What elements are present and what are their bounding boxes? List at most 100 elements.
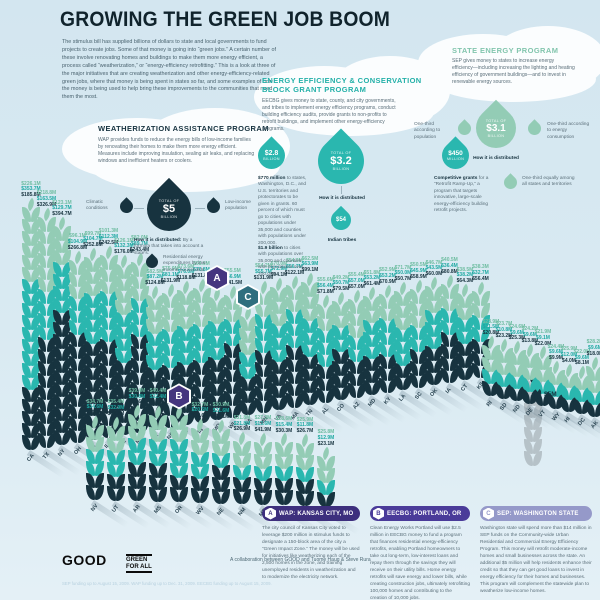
leaf-pair bbox=[456, 329, 474, 344]
value-label: $25.9M bbox=[560, 346, 578, 353]
leaf-pair bbox=[208, 333, 226, 348]
value-label: $25.9M bbox=[296, 416, 314, 423]
leaf-pair bbox=[363, 356, 381, 371]
leaf-pair bbox=[86, 449, 104, 464]
leaf-pair bbox=[115, 288, 133, 303]
leaf-pair bbox=[270, 395, 288, 410]
leaf-pair bbox=[317, 479, 335, 495]
leaf-pair bbox=[37, 228, 56, 244]
value-label: $124.8M bbox=[145, 280, 165, 287]
state-column-MT: $25.9M$11.8M$26.7MMT bbox=[296, 416, 340, 534]
wap-total-unit: BILLION bbox=[160, 215, 178, 219]
leaf-pair bbox=[84, 353, 102, 368]
leaf-pair bbox=[37, 288, 56, 304]
leaf-pair bbox=[425, 322, 443, 337]
leaf-pair bbox=[53, 358, 71, 373]
leaf-pair bbox=[99, 410, 118, 426]
leaf-pair bbox=[68, 415, 87, 431]
state-column-ME: $27.3M$13.6M$41.9MME bbox=[254, 416, 298, 533]
leaf-pair bbox=[394, 327, 412, 342]
scale-legend-label: $5M bbox=[544, 390, 557, 398]
leaf-pair bbox=[301, 306, 319, 321]
eecbg-note1: $770 million to states, Washington, D.C.… bbox=[258, 176, 310, 247]
value-label: $71.8M bbox=[317, 288, 334, 295]
leaf-pair bbox=[254, 385, 273, 401]
leaf-pair bbox=[68, 355, 87, 371]
value-label: $218.8M bbox=[36, 190, 57, 197]
leaf-pair bbox=[128, 450, 146, 466]
leaf-pair bbox=[37, 216, 56, 232]
leaf-pair bbox=[275, 442, 293, 458]
leaf-pair bbox=[440, 283, 459, 299]
leaf-pair bbox=[177, 350, 195, 365]
value-label: $73.6M bbox=[177, 263, 195, 270]
leaf-pair bbox=[301, 330, 319, 345]
value-label: $41.9M bbox=[254, 427, 272, 433]
leaf-pair bbox=[53, 298, 71, 313]
leaf-pair bbox=[22, 291, 40, 306]
value-label: $76.0M bbox=[177, 269, 195, 276]
leaf-pair bbox=[37, 348, 56, 364]
value-label: $20.5M bbox=[191, 407, 209, 414]
leaf-pair bbox=[212, 476, 230, 492]
leaf-pair bbox=[86, 485, 104, 500]
value-label: $11.5M bbox=[482, 324, 500, 331]
leaf-pair bbox=[161, 292, 180, 308]
wap-drop-total-icon: TOTAL OF $5 BILLION bbox=[137, 177, 201, 241]
leaf-pair bbox=[212, 464, 230, 480]
leaf-pair bbox=[68, 343, 87, 359]
leaf-pair bbox=[177, 314, 195, 329]
leaf-pair bbox=[192, 335, 211, 351]
leaf-pair bbox=[68, 367, 87, 383]
value-label: $89.7M bbox=[131, 240, 148, 247]
leaf-pair bbox=[161, 352, 180, 368]
value-label: $30.8M bbox=[128, 393, 146, 400]
leaf-pair bbox=[239, 364, 257, 379]
leaf-pair bbox=[68, 283, 87, 299]
leaf-pair bbox=[53, 262, 71, 277]
leaf-pair bbox=[223, 378, 242, 394]
leaf-pair bbox=[378, 317, 397, 333]
leaf-pair bbox=[233, 477, 251, 493]
leaf-pair bbox=[440, 307, 459, 323]
leaf-pair bbox=[177, 302, 195, 317]
leaf-pair bbox=[22, 363, 40, 378]
leaf-pair bbox=[149, 450, 167, 466]
gfa-line1: GREEN bbox=[126, 557, 148, 563]
leaf-pair bbox=[301, 390, 319, 405]
state-column-MI: $82.0M$89.7M$243.4MMI bbox=[130, 235, 174, 461]
value-label: $25.3M bbox=[508, 335, 526, 342]
value-label: $9.6M bbox=[588, 345, 600, 352]
leaf-pair bbox=[22, 435, 40, 450]
leaf-pair bbox=[53, 274, 71, 289]
value-label: $18.0M bbox=[586, 351, 600, 357]
value-label: $70.9M bbox=[379, 278, 396, 285]
leaf-pair bbox=[99, 314, 118, 330]
leaf-pair bbox=[128, 438, 146, 454]
value-label: $21.8M bbox=[233, 420, 251, 427]
leaf-pair bbox=[115, 276, 133, 291]
badge-letter: C bbox=[238, 286, 258, 308]
wap-left-label: Climatic conditions bbox=[86, 200, 108, 212]
eecbg-total-unit: BILLION bbox=[332, 167, 350, 171]
value-label: $56.7M bbox=[286, 263, 303, 270]
leaf-pair bbox=[22, 243, 40, 258]
sep-total-prefix: TOTAL OF bbox=[485, 118, 507, 123]
value-label: $32.9M bbox=[107, 405, 125, 411]
value-label: $43.5M bbox=[425, 265, 443, 272]
callout-b-pill: B EECBG: PORTLAND, OR bbox=[370, 506, 470, 521]
value-label: $53.6M bbox=[128, 399, 146, 406]
leaf-pair bbox=[275, 478, 293, 494]
leaf-pair bbox=[270, 311, 288, 326]
leaf-pair bbox=[301, 282, 319, 297]
leaf-pair bbox=[130, 333, 149, 349]
leaf-pair bbox=[270, 299, 288, 314]
value-label: $32.7M bbox=[472, 269, 489, 276]
leaf-pair bbox=[223, 366, 242, 382]
value-label: $242.5M bbox=[98, 239, 119, 246]
leaf-pair bbox=[99, 254, 118, 270]
leaf-pair bbox=[170, 451, 188, 467]
value-label: $9.1M bbox=[536, 334, 550, 341]
value-label: $31.8M bbox=[233, 414, 251, 421]
leaf-pair bbox=[363, 320, 381, 335]
